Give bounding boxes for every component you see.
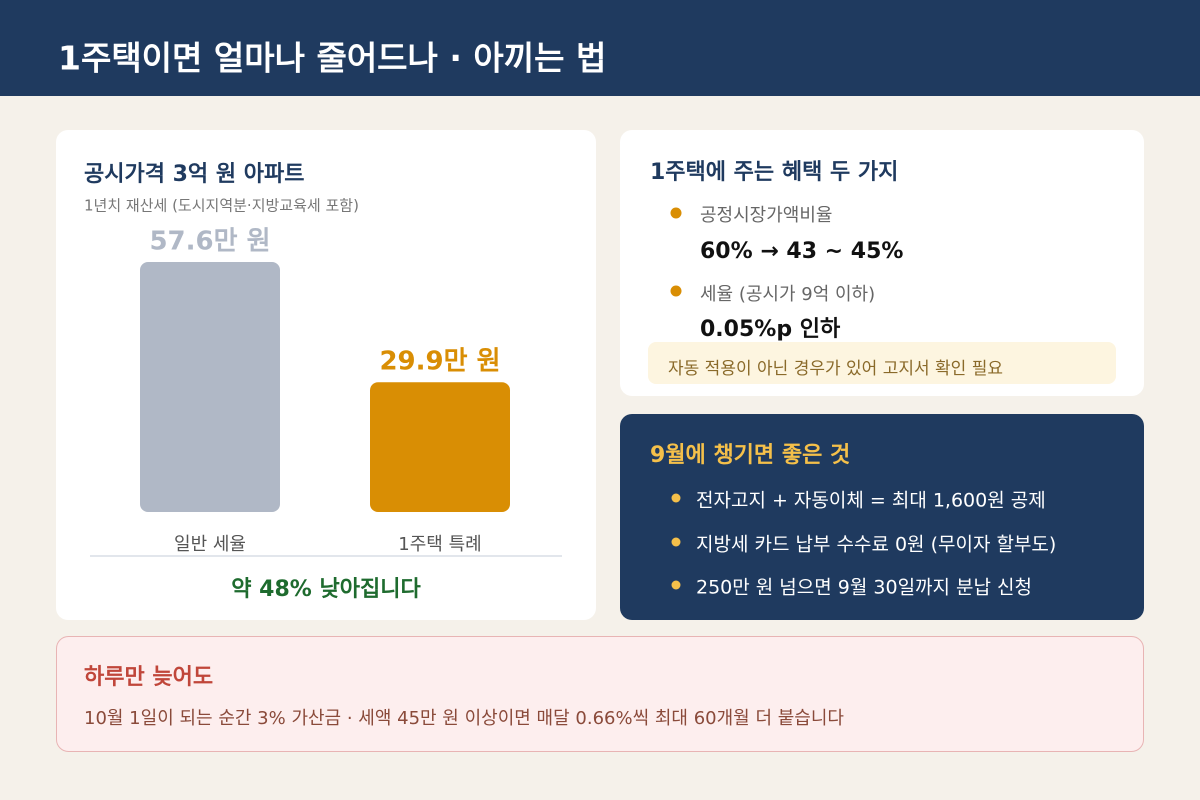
- benefit-value: 60% → 43 ~ 45%: [700, 239, 903, 264]
- category-label: 1주택 특례: [398, 534, 481, 555]
- september-item: 지방세 카드 납부 수수료 0원 (무이자 할부도): [696, 534, 1056, 556]
- value-label: 29.9만 원: [379, 347, 500, 377]
- benefit-label: 공정시장가액비율: [700, 205, 832, 226]
- bullet: [671, 537, 681, 547]
- bar: [370, 382, 510, 512]
- warning-text: 10월 1일이 되는 순간 3% 가산금 · 세액 45만 원 이상이면 매달 …: [84, 708, 844, 729]
- chart-title: 공시가격 3억 원 아파트: [84, 162, 304, 187]
- bullet: [671, 580, 681, 590]
- benefits-card: [620, 130, 1144, 396]
- header-bar: [0, 0, 1200, 96]
- september-title: 9월에 챙기면 좋은 것: [650, 443, 850, 468]
- benefit-value: 0.05%p 인하: [700, 317, 841, 342]
- bullet: [670, 207, 682, 219]
- bullet: [671, 493, 681, 503]
- bullet: [670, 285, 682, 297]
- note-box: [648, 342, 1116, 384]
- chart-note: 약 48% 낮아집니다: [231, 577, 421, 602]
- page-title: 1주택이면 얼마나 줄어드나 · 아끼는 법: [58, 39, 606, 78]
- category-label: 일반 세율: [174, 534, 246, 555]
- chart-subtitle: 1년치 재산세 (도시지역분·지방교육세 포함): [84, 197, 359, 215]
- value-label: 57.6만 원: [149, 227, 270, 257]
- bars: 57.6만 원일반 세율 29.9만 원 1주택 특례: [140, 227, 510, 555]
- september-item: 전자고지 + 자동이체 = 최대 1,600원 공제: [696, 490, 1046, 512]
- benefits-note: 자동 적용이 아닌 경우가 있어 고지서 확인 필요: [668, 359, 1003, 379]
- warning-card: [56, 636, 1144, 752]
- bar: [140, 262, 280, 512]
- benefit-label: 세율 (공시가 9억 이하): [700, 284, 875, 305]
- september-item: 250만 원 넘으면 9월 30일까지 분납 신청: [696, 577, 1032, 599]
- warning-title: 하루만 늦어도: [84, 665, 213, 690]
- september-card: [620, 414, 1144, 620]
- benefits-title: 1주택에 주는 혜택 두 가지: [650, 160, 898, 185]
